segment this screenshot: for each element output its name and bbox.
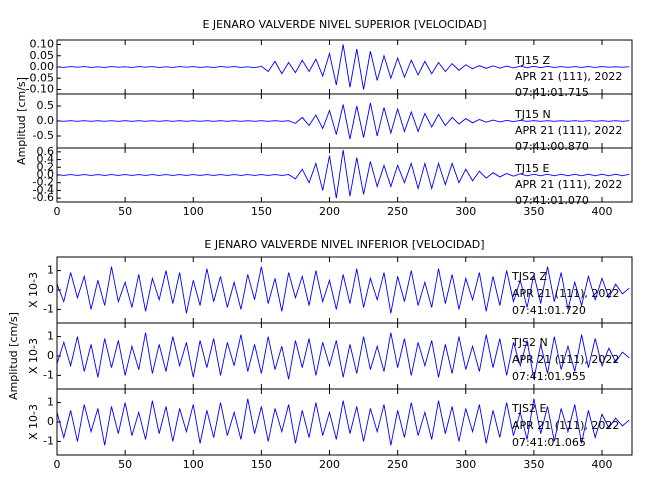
station-annotation: TJ15 E — [514, 162, 549, 175]
station-annotation: TJ15 Z — [514, 54, 550, 67]
x-tick-label: 200 — [319, 458, 340, 471]
x-tick-label: 350 — [523, 458, 544, 471]
x-tick-label: 200 — [319, 205, 340, 218]
station-annotation: APR 21 (111), 2022 — [515, 70, 622, 83]
y-tick-label: -0.4 — [33, 183, 54, 196]
waveform — [56, 332, 630, 380]
y-tick-label: -0.10 — [26, 83, 54, 96]
scale-label: X 10-3 — [27, 272, 40, 308]
y-tick-label: -1 — [43, 302, 54, 315]
y-tick-label: 0.5 — [37, 99, 55, 112]
y-tick-label: 0.6 — [37, 145, 55, 158]
y-tick-label: 0.10 — [30, 38, 55, 51]
station-annotation: APR 21 (111), 2022 — [515, 124, 622, 137]
station-annotation: TJS2 Z — [511, 270, 547, 283]
chart-title: E JENARO VALVERDE NIVEL INFERIOR [VELOCI… — [204, 238, 484, 251]
x-tick-label: 150 — [251, 458, 272, 471]
y-tick-label: 1 — [47, 264, 54, 277]
x-tick-label: 400 — [592, 205, 613, 218]
x-tick-label: 100 — [183, 205, 204, 218]
station-annotation: 07:41:00.870 — [515, 140, 589, 153]
waveform — [56, 102, 630, 140]
y-tick-label: 0.0 — [37, 114, 55, 127]
y-tick-label: -0.05 — [26, 71, 54, 84]
panel-frame — [56, 147, 633, 203]
y-axis-label: Amplitud [cm/s] — [7, 312, 20, 400]
panel-frame — [56, 388, 633, 456]
y-tick-label: 0.00 — [30, 60, 55, 73]
waveform — [56, 266, 630, 314]
station-annotation: 07:41:01.065 — [512, 436, 586, 449]
station-annotation: APR 21 (111), 2022 — [512, 287, 619, 300]
y-tick-label: 0 — [47, 349, 54, 362]
x-tick-label: 100 — [183, 458, 204, 471]
x-tick-label: 50 — [118, 205, 132, 218]
y-tick-label: -1 — [43, 368, 54, 381]
y-tick-label: 1 — [47, 330, 54, 343]
waveform — [56, 149, 630, 199]
station-annotation: TJ15 N — [514, 108, 551, 121]
y-tick-label: -1 — [43, 434, 54, 447]
chart-title: E JENARO VALVERDE NIVEL SUPERIOR [VELOCI… — [202, 18, 486, 31]
station-annotation: 07:41:01.955 — [512, 370, 586, 383]
y-tick-label: 0 — [47, 415, 54, 428]
y-tick-label: 0.2 — [37, 160, 55, 173]
y-tick-label: 0.4 — [37, 153, 55, 166]
station-annotation: APR 21 (111), 2022 — [512, 419, 619, 432]
scale-label: X 10-3 — [27, 404, 40, 440]
y-axis-label: Amplitud [cm/s] — [15, 77, 28, 165]
x-tick-label: 300 — [455, 205, 476, 218]
y-tick-label: -0.2 — [33, 176, 54, 189]
x-tick-label: 350 — [523, 205, 544, 218]
x-tick-label: 400 — [592, 458, 613, 471]
station-annotation: APR 21 (111), 2022 — [515, 178, 622, 191]
x-tick-label: 50 — [118, 458, 132, 471]
station-annotation: 07:41:01.715 — [515, 86, 589, 99]
y-tick-label: 1 — [47, 396, 54, 409]
x-tick-label: 250 — [387, 205, 408, 218]
station-annotation: 07:41:01.720 — [512, 304, 586, 317]
station-annotation: TJS2 N — [511, 336, 548, 349]
y-tick-label: -0.5 — [33, 129, 54, 142]
station-annotation: TJS2 E — [511, 402, 546, 415]
y-tick-label: 0.05 — [30, 49, 55, 62]
waveform — [56, 44, 630, 90]
station-annotation: APR 21 (111), 2022 — [512, 353, 619, 366]
waveform — [56, 398, 630, 446]
x-tick-label: 0 — [54, 458, 61, 471]
x-tick-label: 250 — [387, 458, 408, 471]
y-tick-label: -0.6 — [33, 191, 54, 204]
x-tick-label: 0 — [54, 205, 61, 218]
x-tick-label: 150 — [251, 205, 272, 218]
scale-label: X 10-3 — [27, 338, 40, 374]
x-tick-label: 300 — [455, 458, 476, 471]
y-tick-label: 0.0 — [37, 168, 55, 181]
y-tick-label: 0 — [47, 283, 54, 296]
